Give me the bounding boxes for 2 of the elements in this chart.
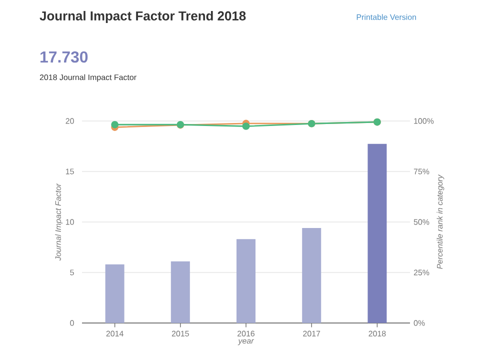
- chart-title: Journal Impact Factor Trend 2018: [40, 10, 246, 24]
- text: 17.730: [40, 51, 88, 63]
